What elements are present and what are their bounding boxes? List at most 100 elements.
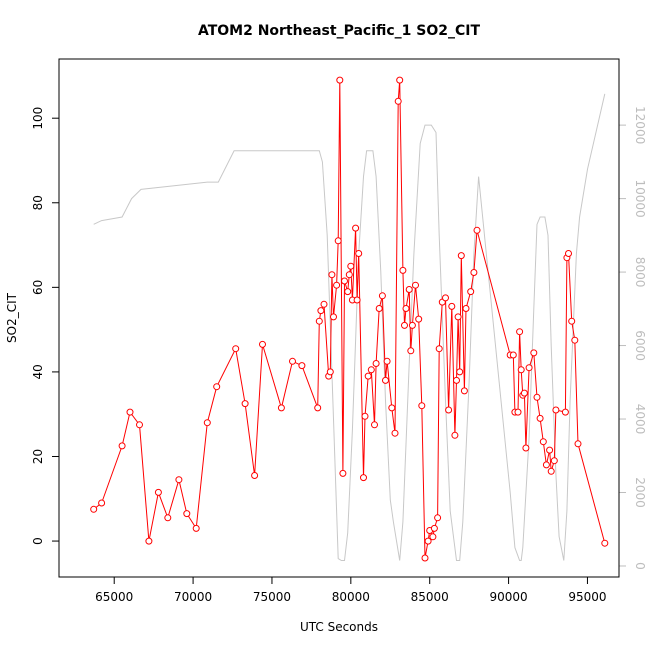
data-point <box>424 537 432 545</box>
data-point <box>561 408 569 416</box>
y-tick-label: 40 <box>31 364 45 379</box>
y2-tick-label: 6000 <box>633 330 647 361</box>
data-point <box>565 250 572 257</box>
data-point <box>434 514 442 522</box>
y2-tick-label: 4000 <box>633 404 647 435</box>
data-point <box>470 269 478 276</box>
data-point <box>571 336 579 344</box>
data-point <box>259 340 266 348</box>
y-tick-label: 60 <box>31 280 45 295</box>
data-point <box>533 393 541 401</box>
data-point <box>315 317 323 325</box>
data-point <box>232 345 240 353</box>
data-point <box>372 360 380 367</box>
x-tick-label: 65000 <box>95 590 133 604</box>
data-point <box>445 406 453 414</box>
data-point <box>367 366 375 374</box>
data-point <box>539 438 547 446</box>
plot-frame <box>58 58 620 578</box>
y2-tick-label: 12000 <box>633 106 647 144</box>
data-point <box>118 442 126 450</box>
y2-tick-label: 8000 <box>633 257 647 288</box>
data-point <box>192 524 200 532</box>
data-point <box>320 300 328 308</box>
data-point <box>401 321 408 329</box>
data-point <box>514 408 522 416</box>
data-point <box>536 414 544 422</box>
data-point <box>454 313 462 321</box>
data-point <box>407 347 415 355</box>
data-point <box>467 288 475 296</box>
data-point <box>388 404 396 412</box>
data-point <box>382 376 389 384</box>
y2-tick-label: 0 <box>633 562 647 570</box>
data-point <box>360 474 367 482</box>
x-tick-label: 95000 <box>568 590 606 604</box>
data-point <box>154 488 162 496</box>
data-point <box>90 505 98 513</box>
y-tick-label: 80 <box>31 195 45 210</box>
data-point <box>326 368 334 376</box>
y-tick-label: 0 <box>31 537 45 545</box>
data-point <box>520 389 528 397</box>
data-point <box>241 400 249 408</box>
data-point <box>542 461 550 469</box>
data-point <box>375 305 383 312</box>
data-point <box>330 313 337 321</box>
data-point <box>473 226 481 234</box>
data-point <box>136 421 143 429</box>
data-point <box>457 252 465 260</box>
data-point <box>547 467 555 475</box>
data-point <box>203 419 211 427</box>
data-point <box>371 421 378 429</box>
data-point <box>509 351 517 359</box>
data-point <box>334 237 342 245</box>
data-point <box>364 372 372 380</box>
x-tick-label: 70000 <box>174 590 212 604</box>
data-point <box>568 317 576 325</box>
data-point <box>251 472 259 479</box>
data-point <box>415 315 423 323</box>
x-tick-label: 85000 <box>411 590 449 604</box>
y-tick-label: 20 <box>31 449 45 464</box>
data-point <box>546 446 554 454</box>
data-point <box>601 539 609 547</box>
data-point <box>394 97 402 105</box>
data-point <box>378 292 386 300</box>
data-point <box>317 307 325 315</box>
data-point <box>213 383 221 391</box>
data-point <box>347 262 355 270</box>
data-point <box>339 469 347 477</box>
data-point <box>522 444 530 452</box>
chart-title: ATOM2 Northeast_Pacific_1 SO2_CIT <box>198 23 481 39</box>
data-point <box>418 402 426 410</box>
y-tick-label: 100 <box>31 107 45 130</box>
data-point <box>448 302 456 310</box>
data-point <box>517 366 525 374</box>
data-point <box>333 281 341 289</box>
data-point <box>442 294 449 302</box>
data-point <box>314 404 322 412</box>
data-point <box>164 514 172 522</box>
data-point <box>126 408 134 416</box>
data-point <box>462 305 470 312</box>
data-point <box>383 357 391 365</box>
data-point <box>456 368 464 376</box>
x-tick-label: 80000 <box>332 590 370 604</box>
data-point <box>289 357 296 365</box>
data-point <box>408 321 416 329</box>
data-point <box>530 349 538 357</box>
data-point <box>430 524 438 532</box>
data-point <box>550 457 558 465</box>
data-point <box>145 537 153 545</box>
data-point <box>429 533 437 541</box>
data-point <box>336 76 344 84</box>
secondary-series-line <box>93 93 606 561</box>
data-point <box>399 266 407 274</box>
data-point <box>298 362 306 370</box>
data-point <box>405 286 413 293</box>
data-point <box>175 476 183 484</box>
secondary-series-layer <box>93 93 606 561</box>
primary-series-layer <box>90 76 609 562</box>
data-point <box>98 499 106 507</box>
